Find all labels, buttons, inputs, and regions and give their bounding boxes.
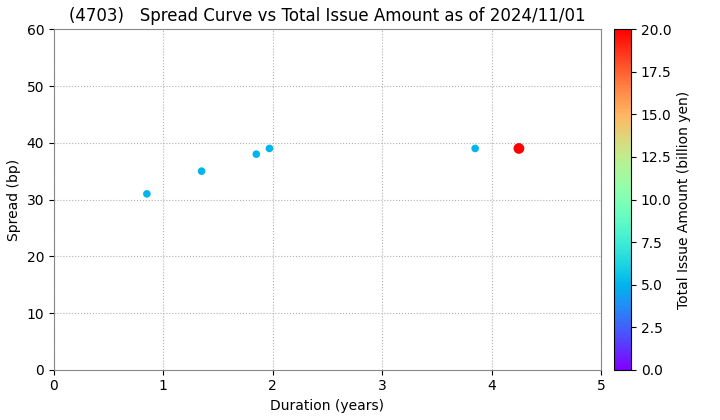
- Point: [469, 145, 481, 152]
- Point: [141, 191, 153, 197]
- Point: [264, 145, 275, 152]
- Point: [251, 151, 262, 158]
- Title: (4703)   Spread Curve vs Total Issue Amount as of 2024/11/01: (4703) Spread Curve vs Total Issue Amoun…: [69, 7, 586, 25]
- Y-axis label: Total Issue Amount (billion yen): Total Issue Amount (billion yen): [678, 90, 691, 309]
- Point: [513, 145, 525, 152]
- X-axis label: Duration (years): Duration (years): [271, 399, 384, 413]
- Point: [196, 168, 207, 175]
- Y-axis label: Spread (bp): Spread (bp): [7, 158, 21, 241]
